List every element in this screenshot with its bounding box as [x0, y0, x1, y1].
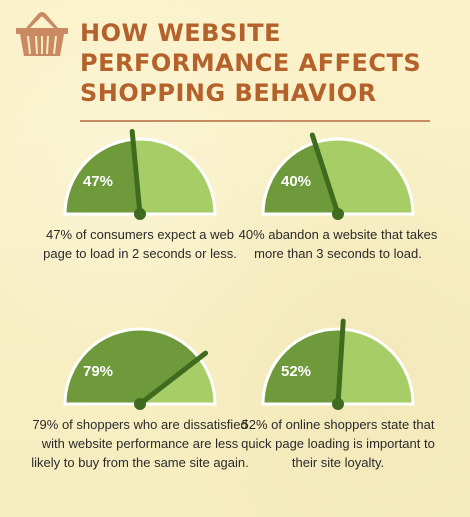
gauge-filled-arc — [65, 139, 140, 214]
gauge-percent-label: 79% — [83, 363, 113, 380]
gauge-hub — [134, 208, 146, 220]
stat-caption: 52% of online shoppers state that quick … — [241, 417, 435, 470]
gauge-outline — [63, 137, 217, 216]
gauge-meter: 52% — [261, 318, 415, 410]
gauge-meter: 47% — [63, 128, 217, 220]
gauge-remaining-arc — [338, 329, 413, 404]
gauge-hub — [134, 398, 146, 410]
gauge-meter: 79% — [63, 327, 217, 410]
title-line: Shopping Behavior — [80, 79, 377, 107]
stat-caption: 47% of consumers expect a web page to lo… — [43, 227, 237, 261]
gauge-needle — [129, 128, 143, 217]
title-divider — [80, 120, 430, 122]
gauge-meter: 40% — [261, 132, 415, 220]
gauge-needle — [335, 318, 346, 407]
gauge-percent-label: 52% — [281, 363, 311, 380]
gauge-hub — [332, 398, 344, 410]
gauge-remaining-arc — [132, 139, 215, 214]
gauge-filled-arc — [65, 329, 200, 404]
gauge-hub — [332, 208, 344, 220]
page-title: How Website Performance Affects Shopping… — [80, 18, 460, 108]
title-line: How Website — [80, 19, 281, 47]
gauge-needle — [137, 350, 209, 407]
shopping-basket-icon — [16, 12, 68, 56]
gauge-outline — [261, 137, 415, 216]
gauge-percent-label: 40% — [281, 173, 311, 190]
gauge-remaining-arc — [314, 139, 413, 214]
stat-caption: 40% abandon a website that takes more th… — [238, 227, 438, 261]
gauge-filled-arc — [263, 329, 343, 404]
gauge-needle — [309, 132, 341, 217]
gauge-outline — [63, 327, 217, 406]
stat-caption: 79% of shoppers who are dissatisfied wit… — [31, 417, 249, 470]
title-line: Performance Affects — [80, 49, 422, 77]
gauge-percent-label: 47% — [83, 173, 113, 190]
